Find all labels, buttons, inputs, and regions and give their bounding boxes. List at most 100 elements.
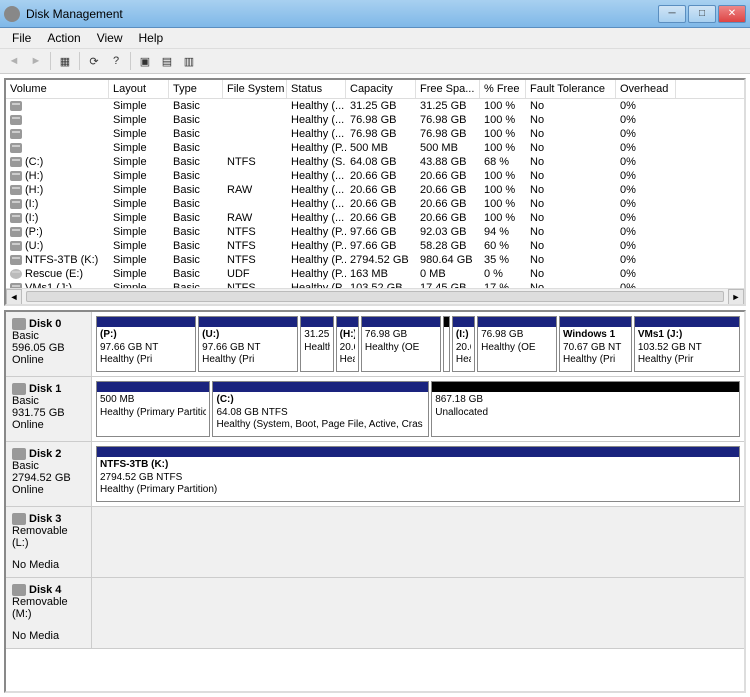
cell: 500 MB <box>416 141 480 155</box>
partition[interactable]: (C:)64.08 GB NTFSHealthy (System, Boot, … <box>212 381 429 437</box>
disk-status: Online <box>12 354 85 366</box>
menu-help[interactable]: Help <box>131 29 172 47</box>
menu-view[interactable]: View <box>89 29 131 47</box>
volume-row[interactable]: (I:)SimpleBasicRAWHealthy (...20.66 GB20… <box>6 211 744 225</box>
cell: (H:) <box>6 183 109 197</box>
partition[interactable]: (I:)20.66 GB FHealthy (C <box>452 316 475 372</box>
disk-icon <box>10 157 22 167</box>
disk-partitions <box>92 578 744 648</box>
volume-row[interactable]: SimpleBasicHealthy (...76.98 GB76.98 GB1… <box>6 127 744 141</box>
disk-label[interactable]: Disk 2Basic2794.52 GBOnline <box>6 442 92 506</box>
minimize-button[interactable]: ─ <box>658 5 686 23</box>
cell: Basic <box>169 225 223 239</box>
volume-row[interactable]: SimpleBasicHealthy (P...500 MB500 MB100 … <box>6 141 744 155</box>
cell: 0% <box>616 225 676 239</box>
tool-btn-3[interactable]: ▤ <box>157 51 177 71</box>
cell: 980.64 GB <box>416 253 480 267</box>
scroll-thumb[interactable] <box>26 291 724 302</box>
partition[interactable]: 867.18 GBUnallocated <box>431 381 740 437</box>
disk-partitions: 500 MBHealthy (Primary Partitic(C:)64.08… <box>92 377 744 441</box>
column-header[interactable]: Status <box>287 80 346 98</box>
partition[interactable]: (H:)20.66 GB FHealthy (C <box>336 316 359 372</box>
column-header[interactable]: Free Spa... <box>416 80 480 98</box>
menu-file[interactable]: File <box>4 29 39 47</box>
disk-label[interactable]: Disk 0Basic596.05 GBOnline <box>6 312 92 376</box>
partition[interactable]: (P:)97.66 GB NTHealthy (Pri <box>96 316 196 372</box>
column-header[interactable]: Layout <box>109 80 169 98</box>
cell: NTFS-3TB (K:) <box>6 253 109 267</box>
help-button[interactable]: ? <box>106 51 126 71</box>
volume-row[interactable]: NTFS-3TB (K:)SimpleBasicNTFSHealthy (P..… <box>6 253 744 267</box>
cell: Healthy (P... <box>287 141 346 155</box>
partition[interactable] <box>443 316 450 372</box>
column-header[interactable]: Capacity <box>346 80 416 98</box>
cell: 0% <box>616 253 676 267</box>
partition[interactable]: 500 MBHealthy (Primary Partitic <box>96 381 210 437</box>
volume-row[interactable]: SimpleBasicHealthy (...31.25 GB31.25 GB1… <box>6 99 744 113</box>
volume-row[interactable]: (H:)SimpleBasicHealthy (...20.66 GB20.66… <box>6 169 744 183</box>
cell: 31.25 GB <box>416 99 480 113</box>
disk-label[interactable]: Disk 3Removable (L:)No Media <box>6 507 92 577</box>
cell: 92.03 GB <box>416 225 480 239</box>
disk-title: Disk 4 <box>29 584 61 596</box>
volume-row[interactable]: (C:)SimpleBasicNTFSHealthy (S...64.08 GB… <box>6 155 744 169</box>
cell: Basic <box>169 169 223 183</box>
back-button[interactable]: ◄ <box>4 51 24 71</box>
cell: Simple <box>109 197 169 211</box>
volume-list-body[interactable]: SimpleBasicHealthy (...31.25 GB31.25 GB1… <box>6 99 744 288</box>
disk-map-pane[interactable]: Disk 0Basic596.05 GBOnline(P:)97.66 GB N… <box>4 310 746 693</box>
refresh-button[interactable]: ⟳ <box>84 51 104 71</box>
volume-row[interactable]: (P:)SimpleBasicNTFSHealthy (P...97.66 GB… <box>6 225 744 239</box>
cell: 68 % <box>480 155 526 169</box>
cell: Simple <box>109 267 169 281</box>
column-header[interactable]: Fault Tolerance <box>526 80 616 98</box>
horizontal-scrollbar[interactable]: ◄ ► <box>6 288 744 304</box>
cell <box>6 99 109 113</box>
forward-button[interactable]: ► <box>26 51 46 71</box>
column-header[interactable]: Type <box>169 80 223 98</box>
cell <box>6 113 109 127</box>
disk-label[interactable]: Disk 1Basic931.75 GBOnline <box>6 377 92 441</box>
disk-label[interactable]: Disk 4Removable (M:)No Media <box>6 578 92 648</box>
disk-type: Basic <box>12 395 85 407</box>
cell: RAW <box>223 211 287 225</box>
volume-row[interactable]: (I:)SimpleBasicHealthy (...20.66 GB20.66… <box>6 197 744 211</box>
cell: Healthy (S... <box>287 155 346 169</box>
cell: NTFS <box>223 239 287 253</box>
volume-row[interactable]: (H:)SimpleBasicRAWHealthy (...20.66 GB20… <box>6 183 744 197</box>
partition[interactable]: VMs1 (J:)103.52 GB NTHealthy (Prir <box>634 316 740 372</box>
column-header[interactable]: % Free <box>480 80 526 98</box>
cell: No <box>526 99 616 113</box>
partition[interactable]: Windows 170.67 GB NTHealthy (Pri <box>559 316 632 372</box>
partition-label: (C:)64.08 GB NTFSHealthy (System, Boot, … <box>213 392 428 434</box>
partition-label: NTFS-3TB (K:)2794.52 GB NTFSHealthy (Pri… <box>97 457 739 499</box>
tool-btn-4[interactable]: ▥ <box>179 51 199 71</box>
menu-action[interactable]: Action <box>39 29 88 47</box>
column-header[interactable]: Overhead <box>616 80 676 98</box>
partition[interactable]: 31.25 GBHealthy (O <box>300 316 333 372</box>
cell: 20.66 GB <box>346 169 416 183</box>
cell: Simple <box>109 99 169 113</box>
maximize-button[interactable]: □ <box>688 5 716 23</box>
volume-row[interactable]: SimpleBasicHealthy (...76.98 GB76.98 GB1… <box>6 113 744 127</box>
tool-btn-1[interactable]: ▦ <box>55 51 75 71</box>
column-header[interactable]: Volume <box>6 80 109 98</box>
partition-bar <box>213 382 428 392</box>
volume-row[interactable]: (U:)SimpleBasicNTFSHealthy (P...97.66 GB… <box>6 239 744 253</box>
column-header[interactable]: File System <box>223 80 287 98</box>
scroll-right-button[interactable]: ► <box>728 289 744 305</box>
cell: Basic <box>169 183 223 197</box>
cell: 17 % <box>480 281 526 288</box>
cell: Simple <box>109 127 169 141</box>
scroll-left-button[interactable]: ◄ <box>6 289 22 305</box>
partition[interactable]: 76.98 GBHealthy (OE <box>361 316 441 372</box>
partition[interactable]: NTFS-3TB (K:)2794.52 GB NTFSHealthy (Pri… <box>96 446 740 502</box>
volume-row[interactable]: Rescue (E:)SimpleBasicUDFHealthy (P...16… <box>6 267 744 281</box>
partition[interactable]: 76.98 GBHealthy (OE <box>477 316 557 372</box>
tool-btn-2[interactable]: ▣ <box>135 51 155 71</box>
volume-row[interactable]: VMs1 (J:)SimpleBasicNTFSHealthy (P...103… <box>6 281 744 288</box>
disk-partitions: (P:)97.66 GB NTHealthy (Pri(U:)97.66 GB … <box>92 312 744 376</box>
close-button[interactable]: ✕ <box>718 5 746 23</box>
partition-label: (P:)97.66 GB NTHealthy (Pri <box>97 327 195 369</box>
partition[interactable]: (U:)97.66 GB NTHealthy (Pri <box>198 316 298 372</box>
